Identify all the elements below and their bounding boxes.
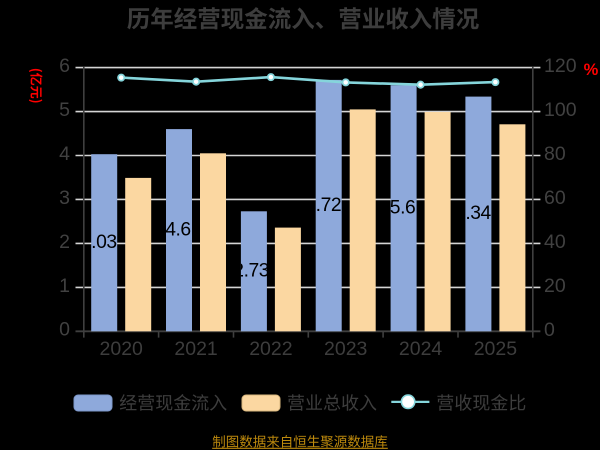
- svg-text:5.34: 5.34: [455, 203, 491, 224]
- svg-text:%: %: [584, 61, 599, 79]
- svg-text:4.6: 4.6: [165, 219, 190, 240]
- svg-text:4.03: 4.03: [81, 232, 117, 253]
- svg-text:3: 3: [59, 187, 70, 209]
- svg-text:0: 0: [59, 319, 70, 341]
- svg-text:2.73: 2.73: [233, 261, 269, 282]
- svg-text:2022: 2022: [249, 338, 292, 360]
- svg-text:60: 60: [544, 187, 566, 209]
- svg-text:2020: 2020: [100, 338, 144, 360]
- svg-text:4: 4: [59, 143, 70, 165]
- svg-text:2023: 2023: [324, 338, 367, 360]
- svg-text:20: 20: [544, 275, 566, 297]
- svg-text:120: 120: [544, 55, 577, 77]
- svg-text:5: 5: [59, 99, 70, 121]
- svg-text:5.6: 5.6: [390, 197, 415, 218]
- svg-text:2: 2: [59, 231, 70, 253]
- svg-text:2024: 2024: [399, 338, 443, 360]
- svg-text:2025: 2025: [474, 338, 518, 360]
- svg-text:0: 0: [544, 319, 555, 341]
- svg-text:1: 1: [59, 275, 70, 297]
- svg-text:2021: 2021: [174, 338, 217, 360]
- svg-text:5.72: 5.72: [305, 195, 341, 216]
- svg-text:40: 40: [544, 231, 566, 253]
- svg-text:80: 80: [544, 143, 566, 165]
- svg-text:6: 6: [59, 55, 70, 77]
- svg-text:100: 100: [544, 99, 577, 121]
